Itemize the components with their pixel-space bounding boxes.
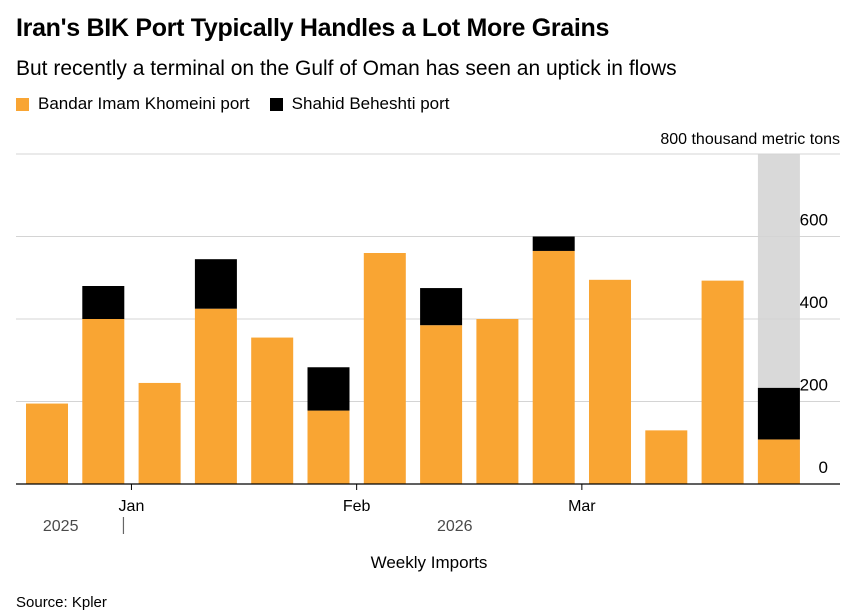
bar-bik [757, 439, 800, 484]
legend-label-shahid: Shahid Beheshti port [291, 94, 450, 113]
bar-bik [532, 250, 575, 484]
bar-bik [701, 280, 744, 484]
bar-bik [138, 382, 181, 484]
bar-bik [26, 403, 68, 484]
legend-label-bik: Bandar Imam Khomeini port [38, 94, 250, 113]
y-tick-label: 400 [800, 293, 828, 312]
x-month-label: Mar [568, 498, 596, 515]
bar-shahid [420, 288, 463, 326]
bar-shahid [194, 259, 237, 309]
bar-bik [82, 319, 125, 484]
bar-shahid [757, 387, 800, 440]
chart-title: Iran's BIK Port Typically Handles a Lot … [16, 14, 610, 42]
bar-bik [589, 279, 631, 484]
x-year-label: 2026 [437, 518, 473, 535]
bar-shahid [307, 367, 350, 411]
x-axis-title: Weekly Imports [371, 553, 488, 572]
x-month-label: Feb [343, 498, 371, 515]
bar-bik [363, 253, 406, 484]
bar-bik [645, 430, 688, 484]
bar-bik [194, 308, 237, 484]
bar-bik [307, 410, 350, 484]
bar-shahid [82, 286, 125, 319]
bar-bik [476, 319, 519, 484]
bar-bik [420, 325, 463, 484]
y-tick-label: 0 [819, 458, 828, 477]
legend-swatch-shahid [269, 97, 283, 111]
legend: Bandar Imam Khomeini port Shahid Behesht… [16, 94, 470, 114]
y-tick-label: 600 [800, 211, 828, 230]
legend-item-shahid: Shahid Beheshti port [269, 94, 450, 114]
chart-subtitle: But recently a terminal on the Gulf of O… [16, 57, 677, 80]
bar-shahid [532, 236, 575, 251]
y-tick-label: 200 [800, 376, 828, 395]
legend-item-bik: Bandar Imam Khomeini port [16, 94, 250, 114]
y-axis-unit-label: 800 thousand metric tons [660, 131, 840, 148]
source-note: Source: Kpler [16, 594, 107, 611]
legend-swatch-bik [16, 97, 29, 111]
x-month-label: Jan [119, 498, 145, 515]
bar-bik [251, 337, 294, 484]
x-year-label: 2025 [43, 518, 79, 535]
